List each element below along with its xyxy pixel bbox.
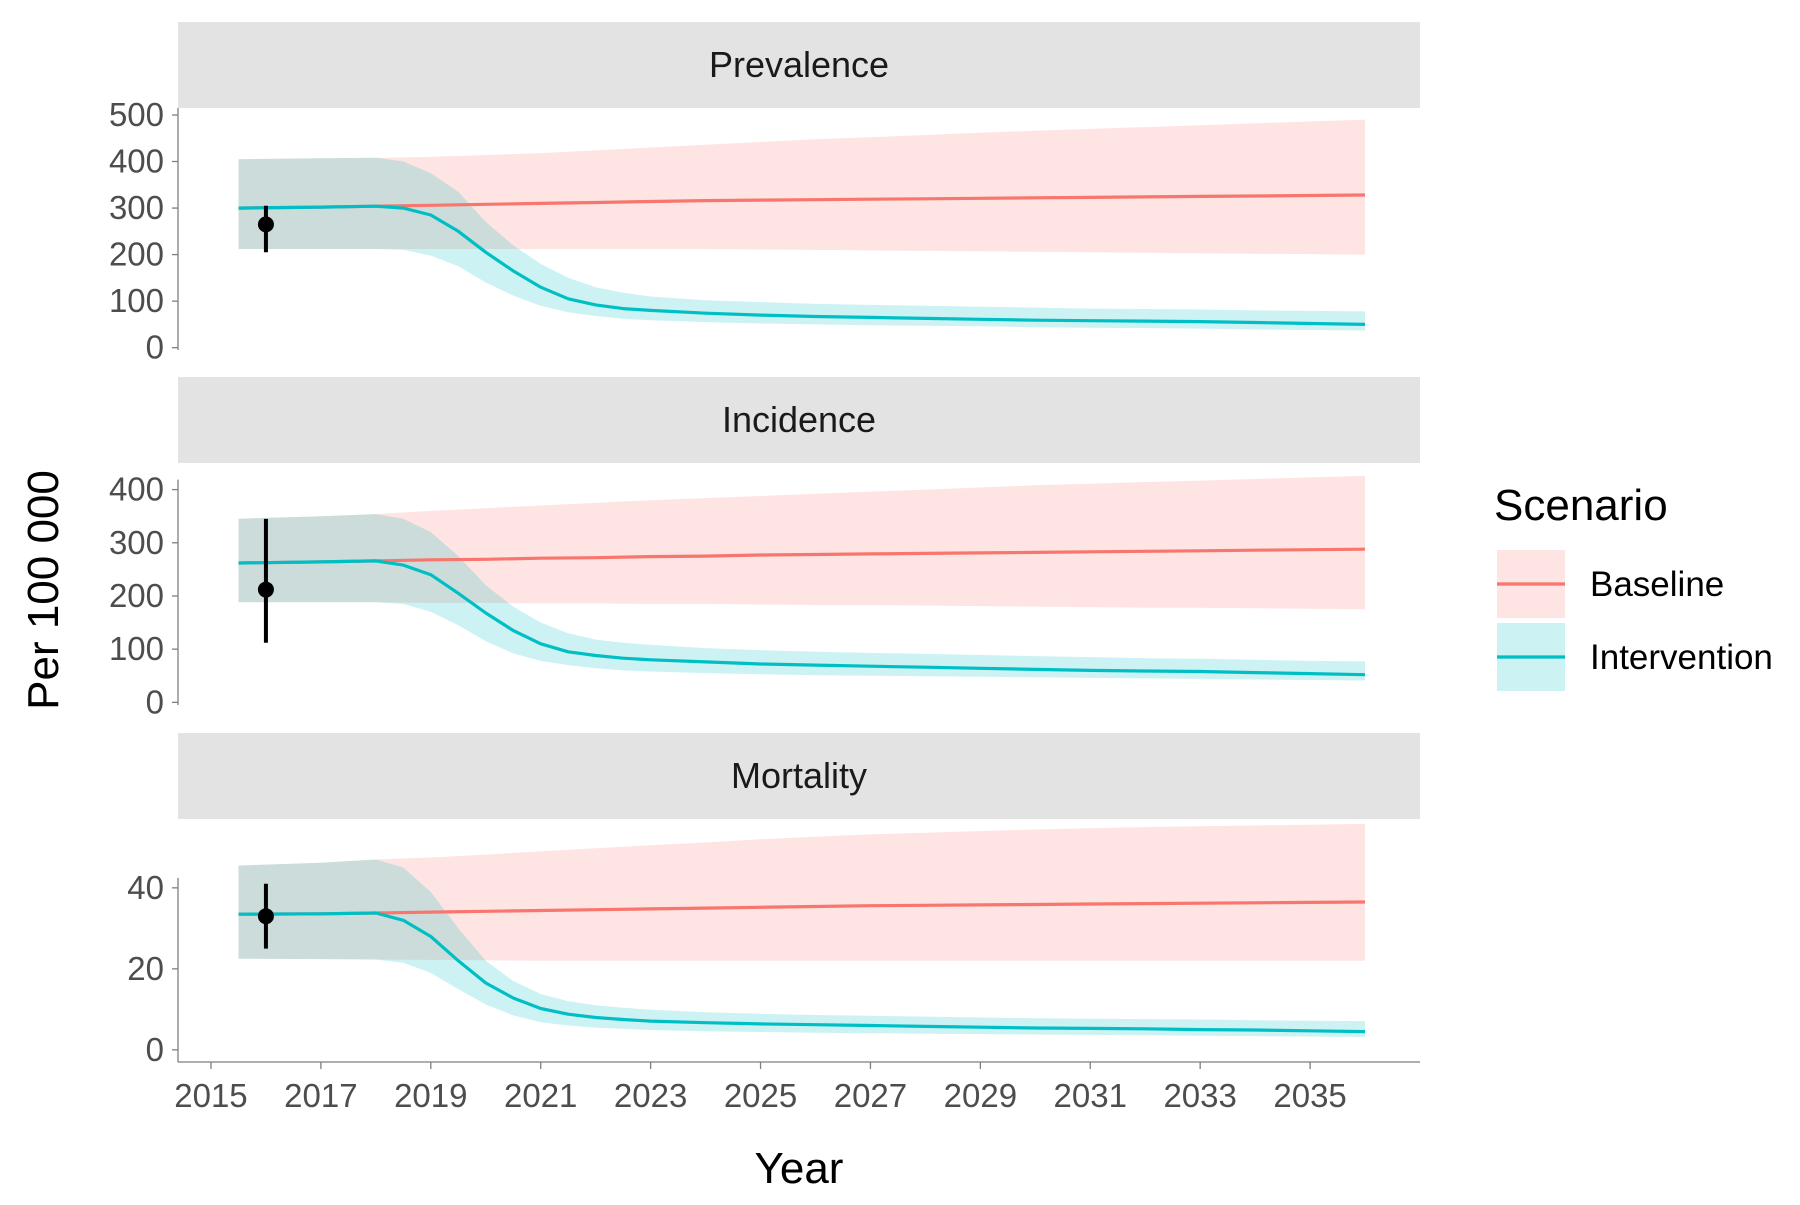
observed-point xyxy=(257,581,274,598)
facet-strip xyxy=(178,733,1420,819)
y-tick-label: 500 xyxy=(109,96,164,133)
legend-entry-baseline: Baseline xyxy=(1497,550,1724,618)
x-tick-label: 2025 xyxy=(724,1077,797,1114)
legend-title: Scenario xyxy=(1494,481,1668,530)
line-baseline xyxy=(238,193,1366,210)
x-tick-label: 2035 xyxy=(1273,1077,1346,1114)
y-tick-label: 0 xyxy=(146,329,164,366)
ribbon-intervention xyxy=(238,859,1365,1037)
panel-mortality: Mortality 0 20 40 xyxy=(127,733,1420,1068)
legend-entry-intervention: Intervention xyxy=(1497,623,1773,691)
x-tick-label: 2029 xyxy=(944,1077,1017,1114)
y-tick-label: 20 xyxy=(127,950,164,987)
ribbon-baseline xyxy=(238,823,1365,961)
line-intervention xyxy=(238,911,1366,1034)
facet-strip-label: Mortality xyxy=(731,755,867,796)
panel-incidence: Incidence 0 100 200 300 400 xyxy=(109,377,1420,720)
legend-label: Intervention xyxy=(1590,638,1773,677)
ribbon-intervention xyxy=(238,157,1365,331)
line-baseline xyxy=(238,547,1366,565)
observed-point xyxy=(257,216,274,233)
x-tick-label: 2019 xyxy=(394,1077,467,1114)
facet-strip-label: Prevalence xyxy=(709,44,889,85)
x-tick-label: 2015 xyxy=(174,1077,247,1114)
x-axis: 2015 2017 2019 2021 2023 2025 2027 2029 2031 2033… xyxy=(174,1061,1420,1114)
y-tick-label: 100 xyxy=(109,282,164,319)
y-tick-label: 0 xyxy=(146,683,164,720)
y-tick-label: 200 xyxy=(109,236,164,273)
facet-strip xyxy=(178,377,1420,463)
y-tick-label: 40 xyxy=(127,869,164,906)
x-tick-label: 2021 xyxy=(504,1077,577,1114)
legend: Scenario Baseline Intervention xyxy=(1494,481,1773,691)
y-tick-label: 0 xyxy=(146,1031,164,1068)
ribbon-intervention xyxy=(238,514,1365,681)
line-baseline xyxy=(238,900,1366,916)
x-tick-label: 2031 xyxy=(1054,1077,1127,1114)
legend-label: Baseline xyxy=(1590,565,1724,604)
y-axis-title: Per 100 000 xyxy=(19,470,68,710)
x-tick-label: 2017 xyxy=(284,1077,357,1114)
y-tick-label: 400 xyxy=(109,143,164,180)
y-tick-label: 300 xyxy=(109,524,164,561)
x-tick-label: 2033 xyxy=(1163,1077,1236,1114)
panels: Prevalence0100200300400500Incidence01002… xyxy=(109,22,1420,1068)
ribbon-baseline xyxy=(238,119,1365,255)
y-tick-label: 100 xyxy=(109,630,164,667)
line-intervention xyxy=(238,204,1366,326)
line-intervention xyxy=(238,559,1366,677)
facet-strip xyxy=(178,22,1420,108)
y-tick-label: 300 xyxy=(109,189,164,226)
x-tick-label: 2023 xyxy=(614,1077,687,1114)
x-tick-label: 2027 xyxy=(834,1077,907,1114)
y-tick-label: 400 xyxy=(109,471,164,508)
x-axis-title: Year xyxy=(755,1144,844,1193)
observed-point xyxy=(257,908,274,925)
ribbon-baseline xyxy=(238,475,1365,610)
facet-strip-label: Incidence xyxy=(722,399,876,440)
y-tick-label: 200 xyxy=(109,577,164,614)
panel-prevalence: Prevalence 0 100 200 300 400 500 xyxy=(109,22,1420,366)
legend-entries: Baseline Intervention xyxy=(1497,550,1773,691)
